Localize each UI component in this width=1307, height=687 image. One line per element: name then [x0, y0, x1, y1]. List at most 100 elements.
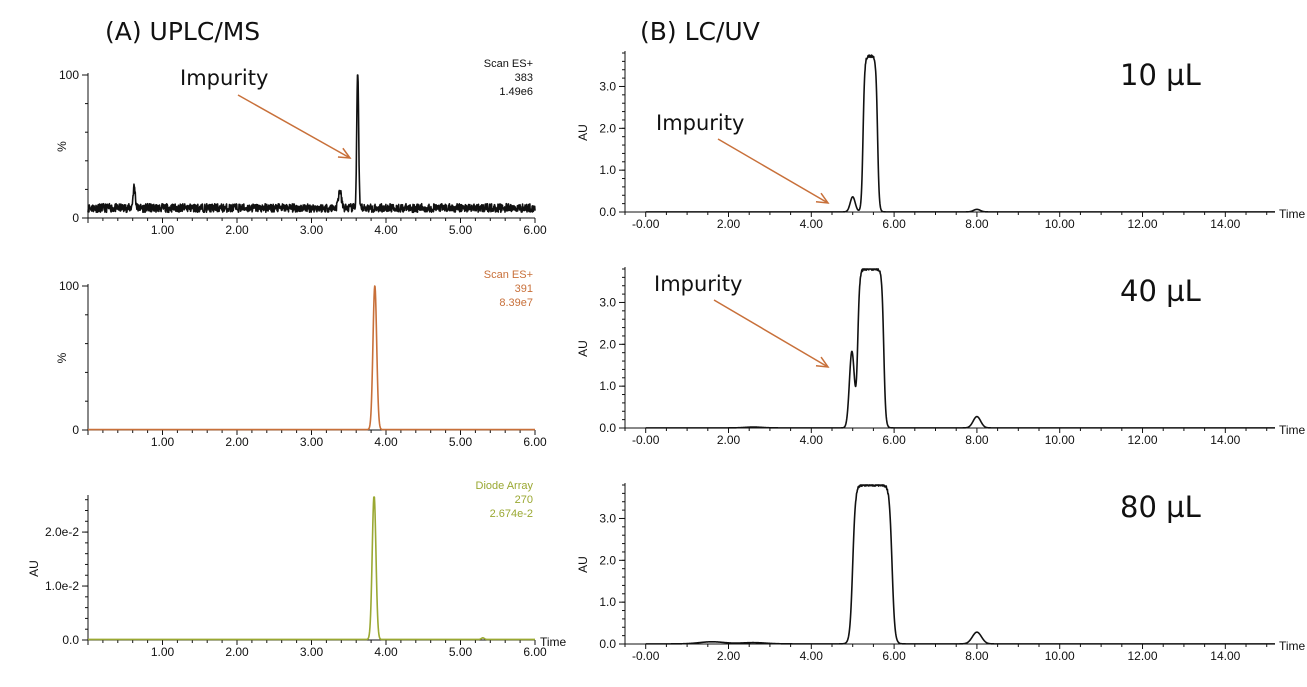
x-tick-label: 14.00 [1210, 217, 1240, 231]
trace-info-line: Diode Array [476, 480, 534, 492]
x-tick-label: 6.00 [882, 649, 906, 663]
x-tick-label: 2.00 [225, 435, 249, 449]
x-tick-label: 1.00 [151, 223, 175, 237]
trace-info-line: Scan ES+ [484, 58, 533, 70]
y-tick-label: 1.0 [599, 595, 616, 609]
x-tick-label: 12.00 [1128, 217, 1158, 231]
trace-info-line: 270 [515, 494, 533, 506]
series-trace [87, 74, 536, 214]
impurity-arrow-line [237, 94, 351, 159]
impurity-arrow-line [717, 138, 829, 204]
x-tick-label: 10.00 [1045, 433, 1075, 447]
impurity-annotation: Impurity [180, 66, 268, 90]
trace-info-line: Scan ES+ [484, 269, 533, 281]
x-tick-label: 5.00 [449, 645, 473, 659]
x-tick-label: 6.00 [523, 223, 547, 237]
y-tick-label: 100 [59, 68, 79, 82]
x-tick-label: 5.00 [449, 223, 473, 237]
x-tick-label: 4.00 [374, 223, 398, 237]
x-tick-label: 3.00 [300, 435, 324, 449]
x-tick-label: 1.00 [151, 645, 175, 659]
series-trace [87, 496, 536, 641]
x-tick-label: 2.00 [225, 223, 249, 237]
trace-info-line: 391 [515, 283, 533, 295]
y-tick-label: 2.0 [599, 337, 616, 351]
impurity-arrow-head [815, 356, 830, 368]
volume-label: 10 µL [1120, 58, 1201, 92]
y-tick-label: 0.0 [599, 205, 616, 219]
x-tick-label: 3.00 [300, 223, 324, 237]
y-tick-label: 3.0 [599, 511, 616, 525]
trace-info-line: 8.39e7 [499, 297, 533, 309]
x-axis-label: Time [1279, 207, 1306, 221]
y-tick-label: 0.0 [599, 637, 616, 651]
x-tick-label: 14.00 [1210, 433, 1240, 447]
y-tick-label: 100 [59, 279, 79, 293]
chart-B1: -0.00 2.00 4.00 6.00 8.00 10.00 12.00 14.00 0.0 1… [576, 51, 1306, 231]
chart-B3: -0.00 2.00 4.00 6.00 8.00 10.00 12.00 14.00 0.0 1… [576, 483, 1306, 663]
y-tick-label: 3.0 [599, 295, 616, 309]
series-trace [645, 484, 1276, 645]
y-tick-label: 1.0 [599, 163, 616, 177]
x-axis-label: Time [1279, 423, 1306, 437]
x-tick-label: -0.00 [632, 217, 660, 231]
x-tick-label: 6.00 [523, 435, 547, 449]
y-tick-label: 3.0 [599, 79, 616, 93]
x-tick-label: 4.00 [374, 435, 398, 449]
x-tick-label: 6.00 [523, 645, 547, 659]
chart-A3: 1.00 2.00 3.00 4.00 5.00 6.00 0.0 1.0e-2 2.0e-2 A… [27, 480, 567, 659]
y-tick-label: 0.0 [599, 421, 616, 435]
y-axis-label: AU [27, 560, 41, 577]
x-tick-label: 10.00 [1045, 217, 1075, 231]
x-tick-label: 3.00 [300, 645, 324, 659]
trace-info-line: 383 [515, 72, 533, 84]
volume-label: 40 µL [1120, 274, 1201, 308]
y-tick-label: 1.0e-2 [45, 579, 79, 593]
impurity-arrow-head [337, 147, 352, 159]
x-tick-label: -0.00 [632, 433, 660, 447]
impurity-annotation: Impurity [654, 272, 742, 296]
x-tick-label: 6.00 [882, 217, 906, 231]
x-tick-label: 12.00 [1128, 433, 1158, 447]
x-tick-label: 12.00 [1128, 649, 1158, 663]
x-tick-label: 8.00 [965, 217, 989, 231]
x-tick-label: 4.00 [374, 645, 398, 659]
impurity-arrow-head [815, 192, 830, 204]
x-tick-label: 5.00 [449, 435, 473, 449]
series-trace [645, 268, 1276, 429]
x-tick-label: 6.00 [882, 433, 906, 447]
volume-label: 80 µL [1120, 490, 1201, 524]
impurity-annotation: Impurity [656, 111, 744, 135]
series-trace [645, 54, 1276, 213]
x-tick-label: 8.00 [965, 433, 989, 447]
x-tick-label: -0.00 [632, 649, 660, 663]
panel-b-title: (B) LC/UV [640, 17, 760, 46]
x-tick-label: 2.00 [717, 433, 741, 447]
x-tick-label: 2.00 [225, 645, 249, 659]
series-trace [87, 285, 536, 431]
trace-info-line: 1.49e6 [499, 86, 533, 98]
y-axis-label: % [55, 352, 69, 363]
trace-info-line: 2.674e-2 [490, 508, 533, 520]
y-axis-label: % [55, 141, 69, 152]
x-tick-label: 4.00 [800, 217, 824, 231]
x-tick-label: 1.00 [151, 435, 175, 449]
y-tick-label: 0.0 [62, 633, 79, 647]
chart-A1: 1.00 2.00 3.00 4.00 5.00 6.00 0 100% Scan ES+ 383… [55, 58, 547, 237]
y-tick-label: 2.0e-2 [45, 525, 79, 539]
y-tick-label: 0 [72, 211, 79, 225]
y-tick-label: 1.0 [599, 379, 616, 393]
impurity-arrow-line [713, 299, 829, 368]
x-tick-label: 10.00 [1045, 649, 1075, 663]
x-tick-label: 4.00 [800, 649, 824, 663]
y-tick-label: 2.0 [599, 553, 616, 567]
x-axis-label: Time [540, 635, 567, 649]
x-tick-label: 4.00 [800, 433, 824, 447]
y-tick-label: 0 [72, 423, 79, 437]
y-tick-label: 2.0 [599, 121, 616, 135]
chart-B2: -0.00 2.00 4.00 6.00 8.00 10.00 12.00 14.00 0.0 1… [576, 267, 1306, 447]
x-tick-label: 14.00 [1210, 649, 1240, 663]
y-axis-label: AU [576, 340, 590, 357]
